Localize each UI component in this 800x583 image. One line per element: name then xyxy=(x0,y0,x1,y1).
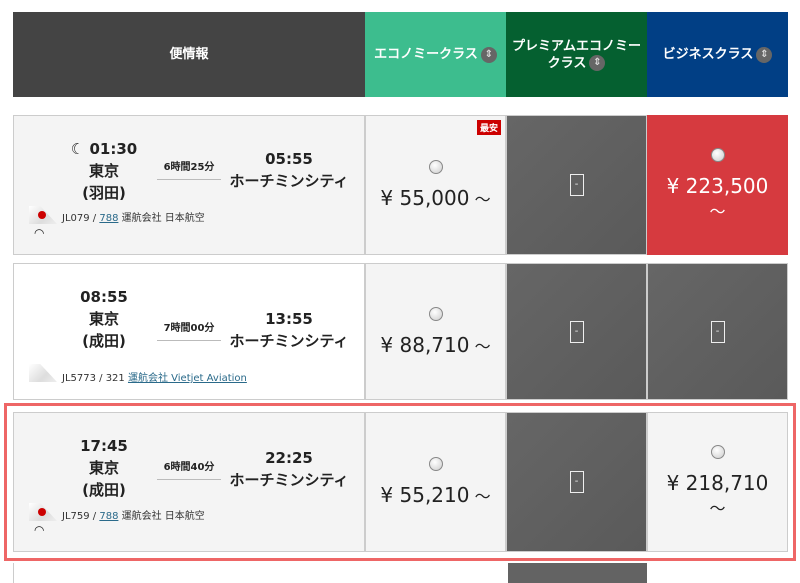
wifi-icon: ◠ xyxy=(34,226,45,240)
fare-radio[interactable] xyxy=(710,445,725,459)
arrival: 22:25 ホーチミンシティ xyxy=(224,447,354,491)
moon-icon: ☾ xyxy=(70,140,85,158)
fare-suffix: ～ xyxy=(474,190,491,209)
arrival-city: ホーチミンシティ xyxy=(229,332,349,350)
header-label: プレミアムエコノミークラス xyxy=(511,38,642,71)
header-label: 便情報 xyxy=(169,47,209,62)
arrival: 05:55 ホーチミンシティ xyxy=(224,148,354,192)
departure: 17:45 東京 (成田) xyxy=(54,435,154,501)
flight-number: JL5773 / 321 xyxy=(62,373,128,384)
premium-economy-header[interactable]: プレミアムエコノミークラス ⇕ xyxy=(506,12,647,97)
departure-time: 08:55 xyxy=(80,288,128,306)
premium-fare-unavailable: - xyxy=(506,412,647,552)
departure-airport: (羽田) xyxy=(82,184,126,202)
flight-number: JL759 / xyxy=(62,511,100,522)
sort-icon[interactable]: ⇕ xyxy=(589,55,606,71)
fare-radio[interactable] xyxy=(428,160,443,174)
unavailable-mark: - xyxy=(569,471,584,493)
arrival-city: ホーチミンシティ xyxy=(229,471,349,489)
business-fare[interactable]: ¥ 218,710 ～ xyxy=(647,412,788,552)
unavailable-mark: - xyxy=(569,174,584,196)
vietjet-tail-icon xyxy=(29,364,57,382)
header-label: エコノミークラス xyxy=(374,47,478,62)
unavailable-mark: - xyxy=(710,320,725,343)
fare-suffix: ～ xyxy=(709,202,726,221)
flight-details: JL079 / 788 運航会社 日本航空 xyxy=(62,209,205,224)
operator-link[interactable]: 運航会社 Vietjet Aviation xyxy=(127,373,247,384)
economy-fare[interactable]: ¥ 88,710 ～ xyxy=(365,263,506,400)
fare-suffix: ～ xyxy=(474,336,491,356)
business-fare-unavailable: - xyxy=(647,263,788,400)
fare-suffix: ～ xyxy=(474,487,491,506)
jal-logo-icon xyxy=(38,211,46,219)
departure-city: 東京 xyxy=(88,162,119,180)
business-fare-selected[interactable]: ¥ 223,500 ～ xyxy=(647,115,788,255)
departure-city: 東京 xyxy=(88,459,119,477)
arrival-city: ホーチミンシティ xyxy=(229,172,349,190)
unavailable-mark: - xyxy=(569,320,584,343)
sort-icon[interactable]: ⇕ xyxy=(480,46,497,63)
cheapest-badge: 最安 xyxy=(476,120,501,135)
premium-fare-unavailable: - xyxy=(506,263,647,400)
departure-time: 17:45 xyxy=(80,437,128,455)
arrival-time: 22:25 xyxy=(265,449,313,467)
duration: 7時間00分 xyxy=(157,319,221,341)
flight-row: ☾ 01:30 東京 (羽田) 6時間25分 05:55 ホーチミンシティ JL079… xyxy=(13,115,788,255)
departure-city: 東京 xyxy=(88,310,119,328)
departure-time: 01:30 xyxy=(89,140,138,158)
fare-radio[interactable] xyxy=(428,306,443,321)
flight-details: JL5773 / 321 運航会社 Vietjet Aviation xyxy=(62,369,247,384)
fare-price: ¥ 218,710 xyxy=(666,471,769,495)
next-row-partial xyxy=(13,563,788,583)
aircraft-link[interactable]: 788 xyxy=(99,213,119,224)
wifi-icon: ◠ xyxy=(34,523,45,537)
fare-price: ¥ 223,500 xyxy=(666,174,769,198)
economy-fare[interactable]: 最安 ¥ 55,000 ～ xyxy=(365,115,506,255)
premium-fare-unavailable: - xyxy=(506,115,647,255)
arrival-time: 05:55 xyxy=(265,150,313,168)
jal-logo-icon xyxy=(38,508,46,516)
fare-price: ¥ 88,710 xyxy=(380,332,470,357)
operator: 運航会社 日本航空 xyxy=(121,511,205,522)
flight-info: 17:45 東京 (成田) 6時間40分 22:25 ホーチミンシティ JL759 /… xyxy=(13,412,365,552)
operator: 運航会社 日本航空 xyxy=(121,213,205,224)
arrival-time: 13:55 xyxy=(265,310,313,328)
flight-info: 08:55 東京 (成田) 7時間00分 13:55 ホーチミンシティ JL5773 … xyxy=(13,263,365,400)
flight-info-header: 便情報 xyxy=(13,12,365,97)
departure: 08:55 東京 (成田) xyxy=(54,286,154,352)
economy-fare[interactable]: ¥ 55,210 ～ xyxy=(365,412,506,552)
aircraft-link[interactable]: 788 xyxy=(99,511,119,522)
fare-radio[interactable] xyxy=(710,148,725,162)
flight-row: 08:55 東京 (成田) 7時間00分 13:55 ホーチミンシティ JL5773 … xyxy=(13,263,788,400)
fare-price: ¥ 55,210 xyxy=(380,483,470,507)
sort-icon[interactable]: ⇕ xyxy=(756,46,773,63)
economy-header[interactable]: エコノミークラス ⇕ xyxy=(365,12,506,97)
arrival: 13:55 ホーチミンシティ xyxy=(224,308,354,352)
flight-number: JL079 / xyxy=(62,213,100,224)
flight-row-selected: 17:45 東京 (成田) 6時間40分 22:25 ホーチミンシティ JL759 /… xyxy=(13,412,788,552)
duration: 6時間40分 xyxy=(157,458,221,480)
selected-flight-outline xyxy=(4,403,796,561)
fare-suffix: ～ xyxy=(709,499,726,518)
flight-details: JL759 / 788 運航会社 日本航空 xyxy=(62,507,205,522)
duration: 6時間25分 xyxy=(157,158,221,180)
fare-radio[interactable] xyxy=(428,457,443,471)
premium-fare-unavailable xyxy=(508,563,647,583)
departure: ☾ 01:30 東京 (羽田) xyxy=(54,138,154,204)
departure-airport: (成田) xyxy=(82,332,126,350)
business-header[interactable]: ビジネスクラス ⇕ xyxy=(647,12,788,97)
fare-price: ¥ 55,000 xyxy=(380,186,470,210)
header-label: ビジネスクラス xyxy=(662,47,754,62)
flight-info: ☾ 01:30 東京 (羽田) 6時間25分 05:55 ホーチミンシティ JL079… xyxy=(13,115,365,255)
departure-airport: (成田) xyxy=(82,481,126,499)
